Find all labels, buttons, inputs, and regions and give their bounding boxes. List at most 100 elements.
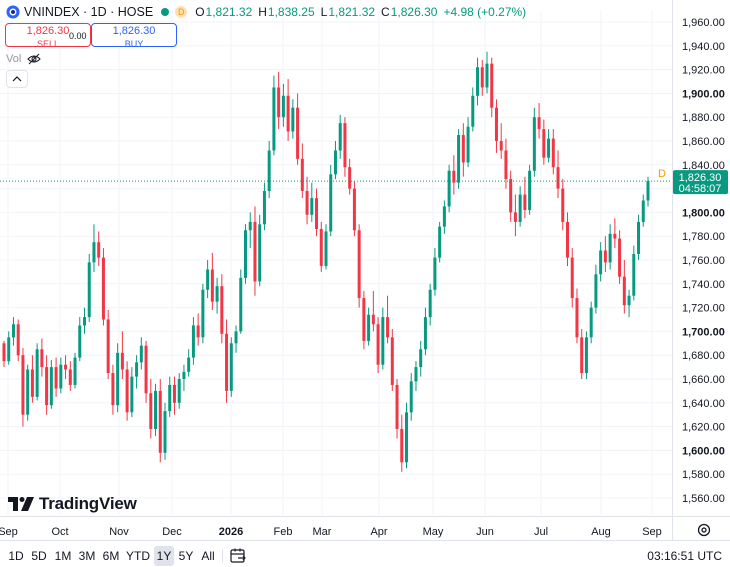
candle-body[interactable]: [101, 257, 105, 320]
candle-body[interactable]: [111, 373, 115, 406]
candle-body[interactable]: [106, 319, 110, 374]
candle-body[interactable]: [310, 198, 314, 215]
candle-body[interactable]: [59, 364, 63, 389]
candle-body[interactable]: [447, 170, 451, 207]
eye-off-icon[interactable]: [27, 53, 42, 65]
candle-body[interactable]: [191, 325, 195, 358]
candle-body[interactable]: [210, 269, 214, 302]
candle-body[interactable]: [272, 87, 276, 151]
candle-body[interactable]: [172, 384, 176, 403]
candle-body[interactable]: [637, 221, 641, 255]
candle-body[interactable]: [575, 298, 579, 338]
candle-body[interactable]: [277, 87, 281, 118]
settings-gear-icon[interactable]: [696, 522, 712, 538]
candle-body[interactable]: [196, 325, 200, 338]
candle-body[interactable]: [452, 170, 456, 183]
candle-body[interactable]: [476, 67, 480, 96]
candle-body[interactable]: [381, 317, 385, 365]
candle-body[interactable]: [518, 194, 522, 222]
candle-body[interactable]: [599, 250, 603, 275]
candle-body[interactable]: [168, 384, 172, 412]
timeframe-ytd[interactable]: YTD: [126, 549, 150, 563]
candle-body[interactable]: [632, 254, 636, 296]
candle-body[interactable]: [603, 250, 607, 263]
candle-body[interactable]: [30, 369, 34, 397]
candle-body[interactable]: [97, 242, 101, 258]
candle-body[interactable]: [566, 221, 569, 258]
candle-body[interactable]: [532, 117, 536, 171]
candle-body[interactable]: [551, 138, 555, 168]
candle-body[interactable]: [414, 367, 418, 382]
candle-body[interactable]: [409, 381, 413, 413]
candle-body[interactable]: [11, 324, 15, 338]
sell-button[interactable]: 1,826.30 SELL: [5, 23, 91, 49]
candle-body[interactable]: [513, 212, 517, 222]
candle-body[interactable]: [234, 331, 238, 344]
candle-body[interactable]: [594, 274, 598, 308]
candle-body[interactable]: [570, 257, 574, 299]
candle-body[interactable]: [125, 369, 129, 413]
candle-body[interactable]: [26, 369, 30, 415]
candle-body[interactable]: [324, 231, 328, 266]
candle-body[interactable]: [49, 367, 53, 406]
timeframe-3m[interactable]: 3M: [78, 549, 96, 563]
candle-body[interactable]: [641, 200, 645, 222]
candle-body[interactable]: [35, 349, 39, 397]
timeframe-1d[interactable]: 1D: [8, 549, 24, 563]
candle-body[interactable]: [177, 379, 181, 403]
candle-body[interactable]: [73, 357, 77, 385]
candle-body[interactable]: [319, 229, 323, 266]
candle-body[interactable]: [608, 233, 612, 263]
candle-body[interactable]: [64, 364, 68, 370]
candle-body[interactable]: [154, 390, 158, 429]
candle-body[interactable]: [509, 179, 513, 213]
candle-body[interactable]: [348, 167, 352, 189]
candle-body[interactable]: [442, 206, 446, 227]
candle-body[interactable]: [471, 95, 475, 127]
candle-body[interactable]: [92, 242, 96, 263]
candle-body[interactable]: [40, 349, 44, 368]
candle-body[interactable]: [556, 167, 560, 189]
candle-body[interactable]: [357, 230, 361, 299]
candle-body[interactable]: [182, 371, 186, 379]
candle-body[interactable]: [135, 362, 139, 377]
candle-body[interactable]: [376, 324, 380, 365]
candle-body[interactable]: [480, 67, 484, 88]
timeframe-1y[interactable]: 1Y: [154, 546, 174, 566]
candle-body[interactable]: [187, 357, 191, 372]
candle-body[interactable]: [225, 333, 229, 391]
candle-body[interactable]: [253, 221, 257, 282]
candle-body[interactable]: [201, 289, 205, 338]
candle-body[interactable]: [371, 314, 375, 325]
candle-body[interactable]: [305, 190, 309, 215]
timeframe-5y[interactable]: 5Y: [178, 549, 194, 563]
candle-body[interactable]: [229, 343, 233, 391]
candle-body[interactable]: [537, 117, 541, 130]
volume-legend[interactable]: Vol: [6, 53, 42, 65]
candle-body[interactable]: [54, 367, 58, 389]
candle-body[interactable]: [315, 198, 319, 230]
candle-body[interactable]: [405, 412, 408, 463]
candle-body[interactable]: [130, 376, 134, 413]
calendar-goto-date-icon[interactable]: [229, 547, 247, 565]
candle-body[interactable]: [329, 174, 333, 232]
buy-button[interactable]: 1,826.30 BUY: [91, 23, 177, 49]
price-chart[interactable]: 1,560.00 1,580.00 1,600.00 1,620.00 1,640.00…: [0, 0, 730, 540]
candle-body[interactable]: [589, 307, 593, 338]
candle-body[interactable]: [485, 63, 489, 88]
candle-body[interactable]: [386, 317, 390, 338]
candle-body[interactable]: [262, 190, 266, 225]
candle-body[interactable]: [528, 170, 532, 211]
candle-body[interactable]: [244, 230, 247, 278]
candle-body[interactable]: [352, 188, 356, 231]
candle-body[interactable]: [333, 150, 337, 175]
candle-body[interactable]: [618, 238, 622, 277]
candle-body[interactable]: [428, 289, 432, 318]
candle-body[interactable]: [83, 317, 86, 326]
candle-body[interactable]: [613, 233, 617, 239]
candle-body[interactable]: [21, 355, 25, 415]
candle-body[interactable]: [438, 226, 442, 258]
candle-body[interactable]: [239, 277, 243, 332]
candle-body[interactable]: [248, 221, 252, 231]
candle-body[interactable]: [400, 428, 404, 463]
